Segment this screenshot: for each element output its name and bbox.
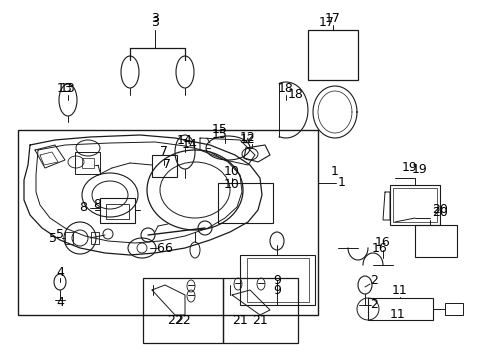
Text: 9: 9 (272, 284, 281, 297)
Text: 19: 19 (411, 163, 427, 176)
Text: 11: 11 (391, 284, 407, 297)
Bar (100, 198, 135, 223)
Text: 6: 6 (164, 242, 172, 255)
Text: 17: 17 (325, 12, 340, 24)
Bar (307, 30, 357, 80)
Text: 16: 16 (374, 235, 390, 248)
Text: 3: 3 (151, 12, 159, 24)
Bar (218, 183, 272, 223)
Text: 6: 6 (156, 242, 163, 255)
Text: 8: 8 (93, 198, 101, 211)
Bar (152, 155, 177, 177)
Text: 20: 20 (431, 207, 447, 220)
Text: 22: 22 (175, 314, 190, 327)
Text: 7: 7 (163, 158, 171, 171)
Text: 14: 14 (177, 135, 192, 148)
Text: 4: 4 (56, 297, 64, 310)
Text: 10: 10 (224, 179, 240, 192)
Text: 2: 2 (369, 274, 377, 287)
Text: 7: 7 (160, 145, 168, 158)
Text: 8: 8 (79, 202, 87, 215)
Text: 3: 3 (151, 15, 159, 28)
Text: 9: 9 (272, 274, 281, 287)
Bar (414, 225, 456, 257)
Bar (75, 152, 100, 174)
Bar (106, 204, 129, 219)
Text: 4: 4 (56, 265, 64, 279)
Bar (246, 258, 308, 302)
Text: 5: 5 (49, 231, 57, 244)
Bar (392, 188, 436, 222)
Text: 18: 18 (287, 89, 304, 102)
Text: 2: 2 (369, 297, 377, 310)
Bar (240, 255, 314, 305)
Text: 11: 11 (389, 309, 405, 321)
Text: 20: 20 (431, 203, 447, 216)
Text: 1: 1 (330, 166, 338, 179)
Text: 22: 22 (167, 314, 183, 327)
Text: 18: 18 (278, 81, 293, 94)
Text: 13: 13 (57, 81, 73, 94)
Text: 15: 15 (212, 129, 227, 141)
Text: 21: 21 (232, 314, 247, 327)
Text: 19: 19 (401, 162, 417, 175)
Bar (65, 232, 73, 244)
Bar (82, 158, 94, 168)
Text: 14: 14 (182, 139, 198, 152)
Bar (142, 278, 223, 343)
Text: 12: 12 (240, 131, 255, 144)
Text: 5: 5 (56, 229, 64, 242)
Text: 1: 1 (337, 176, 345, 189)
Text: 13: 13 (60, 81, 76, 94)
Text: 16: 16 (371, 242, 387, 255)
Bar (91, 232, 99, 244)
Text: 12: 12 (240, 134, 255, 147)
Text: 17: 17 (318, 15, 334, 28)
Bar (444, 303, 462, 315)
Text: 15: 15 (212, 123, 227, 136)
Bar (18, 130, 317, 315)
Text: 10: 10 (224, 166, 240, 179)
Bar (367, 298, 432, 320)
Text: 21: 21 (252, 314, 267, 327)
Bar (223, 278, 297, 343)
Bar (389, 185, 439, 225)
